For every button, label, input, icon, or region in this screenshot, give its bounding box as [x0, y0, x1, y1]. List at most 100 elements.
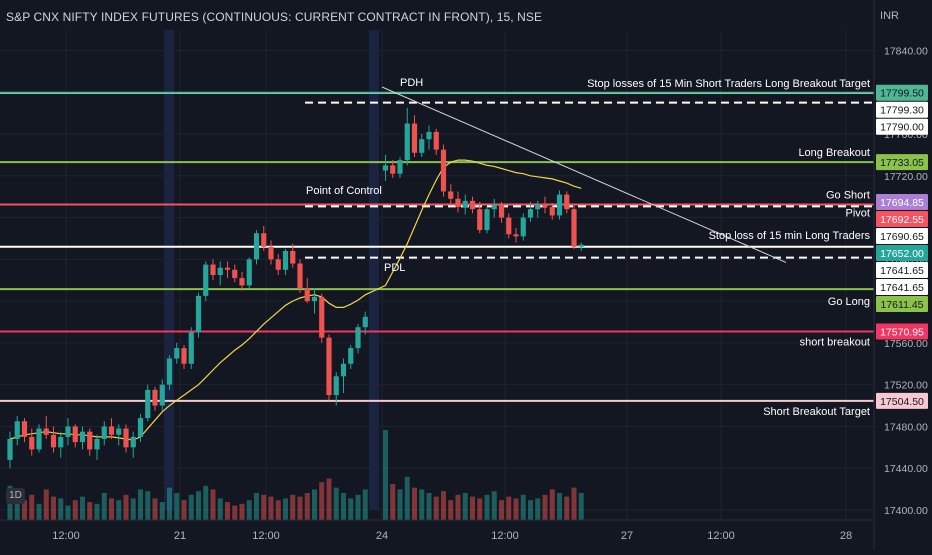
volume-bar: [14, 493, 20, 520]
candle-body: [224, 267, 231, 270]
candle: [268, 240, 274, 265]
candle-body: [282, 250, 289, 270]
session-band: [164, 30, 174, 510]
candle-body: [448, 191, 454, 199]
volume-bar: [455, 494, 461, 520]
candle-body: [232, 269, 238, 279]
candle-body: [87, 431, 93, 450]
candle: [326, 334, 332, 401]
price-label: 17504.50: [876, 392, 928, 409]
candle-body: [21, 421, 28, 437]
chart-annotation: PDL: [384, 262, 405, 274]
candle-body: [520, 217, 526, 237]
volume-bar: [116, 500, 122, 520]
volume-bar: [564, 496, 570, 520]
volume-bar: [101, 493, 107, 520]
candle-body: [268, 246, 274, 260]
candle: [29, 428, 35, 456]
candle-body: [174, 348, 180, 359]
candle-body: [326, 337, 332, 396]
candle-body: [65, 426, 71, 437]
price-label-box: [876, 392, 928, 409]
volume-bar: [130, 498, 136, 520]
level-label: Short Breakout Target: [763, 406, 870, 418]
candle: [159, 379, 165, 411]
price-label-box: [876, 211, 928, 228]
candle-body: [188, 332, 194, 364]
chart-annotation: Point of Control: [306, 185, 382, 197]
volume-bar: [491, 491, 497, 520]
candle-body: [79, 431, 86, 443]
volume-bar: [268, 496, 274, 520]
volume-bar: [297, 496, 303, 520]
price-label-box: [876, 279, 928, 296]
session-band: [369, 30, 379, 510]
candle: [174, 342, 180, 364]
volume-series: [7, 430, 584, 520]
volume-bar: [499, 500, 504, 520]
candle-body: [14, 421, 20, 439]
volume-bar: [557, 493, 562, 520]
volume-bar: [167, 487, 172, 520]
candle: [72, 424, 78, 448]
candle-body: [36, 428, 42, 450]
volume-bar: [94, 503, 100, 520]
candle: [94, 434, 100, 460]
volume-bar: [239, 503, 245, 520]
volume-bar: [426, 493, 432, 520]
y-tick-label: 17400.00: [884, 505, 928, 517]
y-tick-label: 17840.00: [884, 45, 928, 57]
price-label: 17690.65: [876, 228, 928, 245]
volume-bar: [383, 430, 388, 520]
candle: [290, 243, 296, 268]
price-label-box: [876, 118, 928, 135]
price-label-text: 17799.30: [880, 105, 924, 117]
price-label-text: 17692.55: [880, 214, 924, 226]
candle-body: [290, 250, 296, 264]
candle: [152, 386, 158, 411]
candle: [340, 358, 347, 394]
price-label-text: 17733.05: [880, 157, 924, 169]
volume-bar: [513, 498, 519, 520]
candle-body: [253, 233, 260, 260]
candle-body: [433, 131, 439, 150]
price-label: 17799.30: [876, 101, 928, 118]
candle-body: [571, 209, 577, 247]
price-label: 17652.00: [876, 245, 928, 262]
volume-bar: [109, 498, 114, 520]
candle: [261, 225, 267, 251]
x-tick-label: 28: [840, 530, 852, 542]
candle: [79, 426, 86, 450]
candle: [36, 424, 42, 453]
candle-body: [195, 295, 202, 333]
y-tick-label: 17720.00: [884, 171, 928, 183]
x-tick-label: 12:00: [52, 530, 80, 542]
candle: [50, 426, 57, 453]
candle: [123, 424, 129, 453]
candle: [188, 327, 194, 369]
candle: [390, 160, 396, 178]
volume-bar: [72, 500, 78, 520]
volume-bar: [571, 487, 577, 520]
volume-bar: [22, 500, 27, 520]
candle: [311, 288, 318, 314]
level-label: Pivot: [846, 207, 870, 219]
candle: [239, 271, 245, 291]
interval-badge[interactable]: 1D: [6, 488, 25, 504]
x-tick-label: 21: [174, 530, 186, 542]
price-label-text: 17570.95: [880, 326, 924, 338]
candle-body: [311, 296, 318, 302]
volume-bar: [419, 489, 425, 520]
candle-body: [355, 327, 361, 349]
candle-body: [527, 209, 534, 218]
candle: [498, 201, 505, 223]
candle: [275, 254, 281, 275]
candle: [224, 261, 231, 279]
price-label: 17799.50: [876, 84, 928, 101]
candle-body: [50, 434, 57, 448]
candle-body: [542, 205, 548, 208]
volume-bar: [188, 494, 194, 520]
candle: [137, 413, 144, 443]
